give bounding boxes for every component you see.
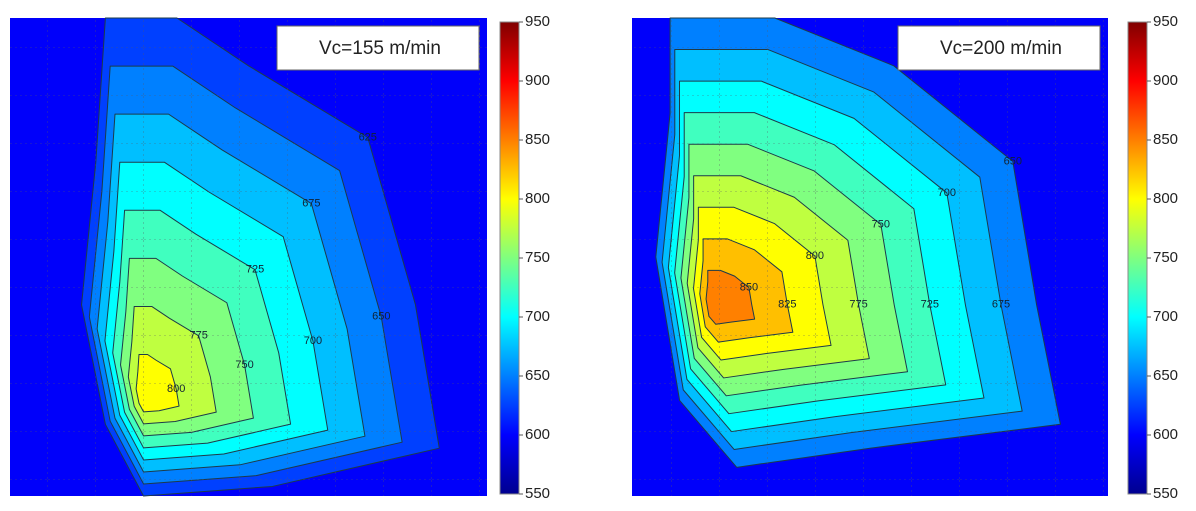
figure: 625650675700725750775800Vc=155 m/min5506… bbox=[0, 0, 1196, 506]
colorbar-tick-label: 550 bbox=[1153, 485, 1178, 502]
annotation: Vc=200 m/min bbox=[940, 38, 1062, 59]
colorbar-tick-label: 700 bbox=[1153, 308, 1178, 325]
colorbar-tick-label: 600 bbox=[1153, 426, 1178, 443]
grid-overlay bbox=[632, 18, 1108, 496]
colorbar-tick-label: 550 bbox=[525, 485, 550, 502]
colorbar-tick-label: 650 bbox=[1153, 367, 1178, 384]
colorbar-tick-label: 900 bbox=[525, 72, 550, 89]
grid-overlay bbox=[10, 18, 487, 496]
colorbar bbox=[500, 22, 519, 494]
colorbar-tick-label: 600 bbox=[525, 426, 550, 443]
colorbar-tick-label: 750 bbox=[525, 249, 550, 266]
colorbar-tick-label: 700 bbox=[525, 308, 550, 325]
colorbar-tick-label: 800 bbox=[1153, 190, 1178, 207]
colorbar-tick-label: 900 bbox=[1153, 72, 1178, 89]
colorbar-tick-label: 950 bbox=[525, 13, 550, 30]
heatmap-panel: 650675700725750775800825850Vc=200 m/min5… bbox=[632, 13, 1178, 502]
colorbar-tick-label: 800 bbox=[525, 190, 550, 207]
colorbar-tick-label: 750 bbox=[1153, 249, 1178, 266]
colorbar bbox=[1128, 22, 1147, 494]
annotation: Vc=155 m/min bbox=[319, 38, 441, 59]
colorbar-tick-label: 650 bbox=[525, 367, 550, 384]
colorbar-tick-label: 850 bbox=[525, 131, 550, 148]
colorbar-tick-label: 850 bbox=[1153, 131, 1178, 148]
colorbar-tick-label: 950 bbox=[1153, 13, 1178, 30]
heatmap-panel: 625650675700725750775800Vc=155 m/min5506… bbox=[10, 13, 550, 502]
